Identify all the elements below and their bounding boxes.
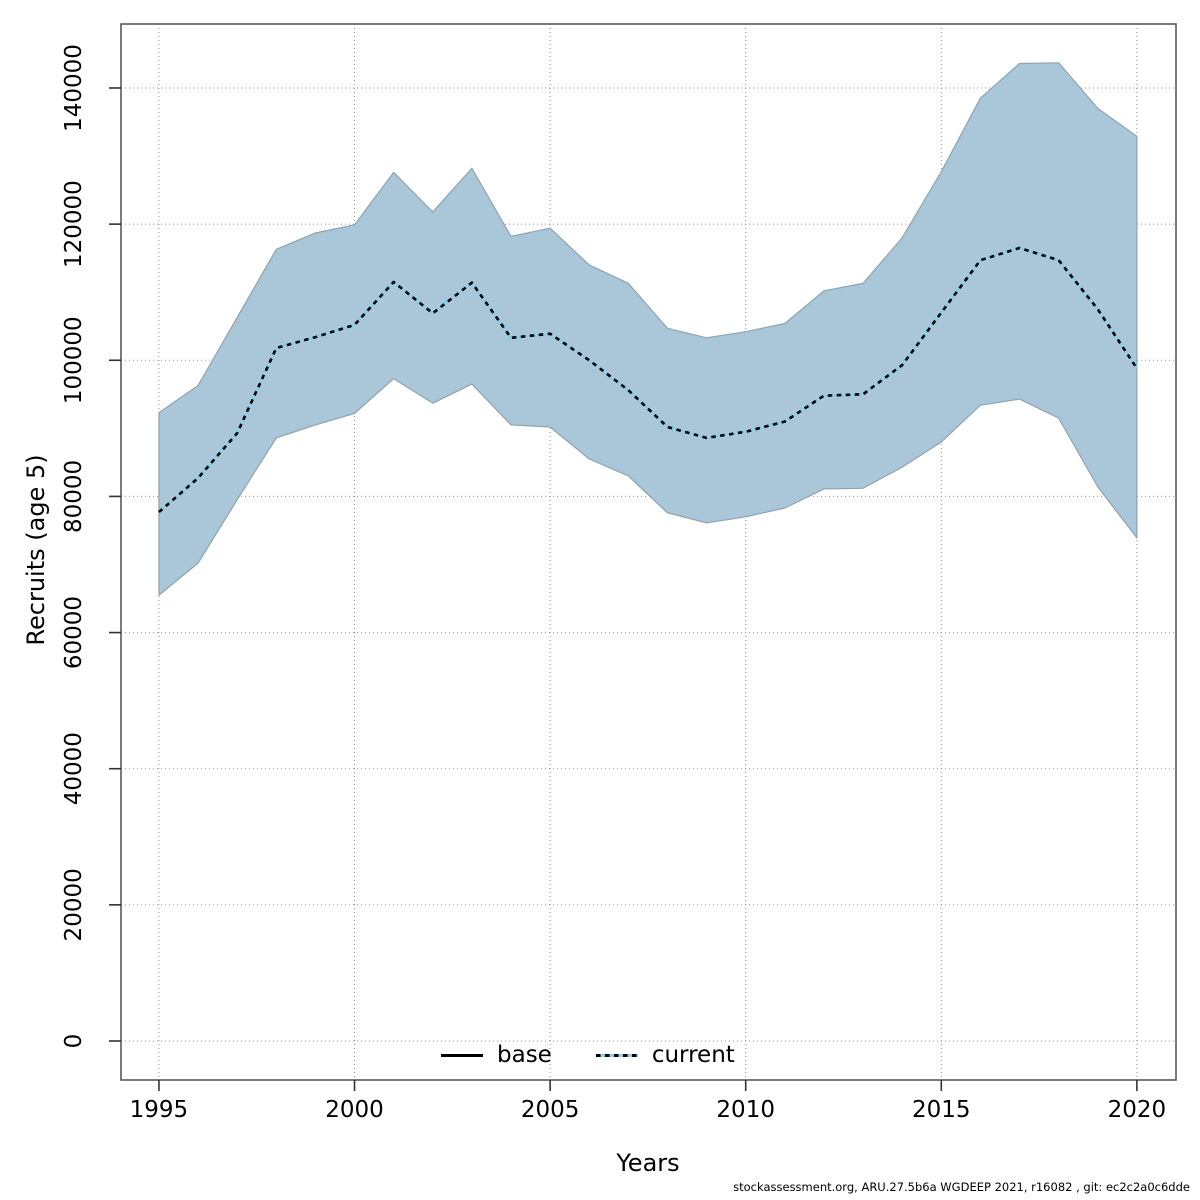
- y-tick-label: 80000: [61, 460, 87, 533]
- legend-current-label: current: [651, 1042, 735, 1068]
- legend-item-base: base: [441, 1042, 552, 1068]
- y-tick-label: 60000: [61, 596, 87, 669]
- confidence-band: [158, 62, 1138, 596]
- x-tick-label: 1995: [130, 1097, 189, 1123]
- y-tick-label: 120000: [61, 180, 87, 268]
- footer-attribution: stockassessment.org, ARU.27.5b6a WGDEEP …: [733, 1180, 1190, 1194]
- y-tick-label: 140000: [61, 44, 87, 132]
- y-tick-label: 40000: [61, 732, 87, 805]
- current-line-dotted-overlay: [158, 246, 1138, 514]
- legend-item-current: current: [595, 1042, 735, 1068]
- legend-base-label: base: [497, 1042, 552, 1068]
- x-tick-label: 2010: [716, 1097, 775, 1123]
- y-tick-label: 0: [61, 1034, 87, 1049]
- x-axis-title: Years: [616, 1149, 680, 1177]
- x-tick-label: 2005: [521, 1097, 580, 1123]
- x-tick-label: 2015: [912, 1097, 971, 1123]
- base-line-sample-icon: [441, 1053, 483, 1057]
- y-axis-title: Recruits (age 5): [22, 454, 50, 646]
- plot-border: [120, 23, 1177, 1081]
- x-tick-label: 2020: [1108, 1097, 1167, 1123]
- legend: base current: [441, 1042, 735, 1068]
- y-tick-label: 20000: [61, 868, 87, 941]
- x-tick-label: 2000: [325, 1097, 384, 1123]
- y-tick-label: 100000: [61, 316, 87, 404]
- current-line-sample-icon: [595, 1053, 638, 1057]
